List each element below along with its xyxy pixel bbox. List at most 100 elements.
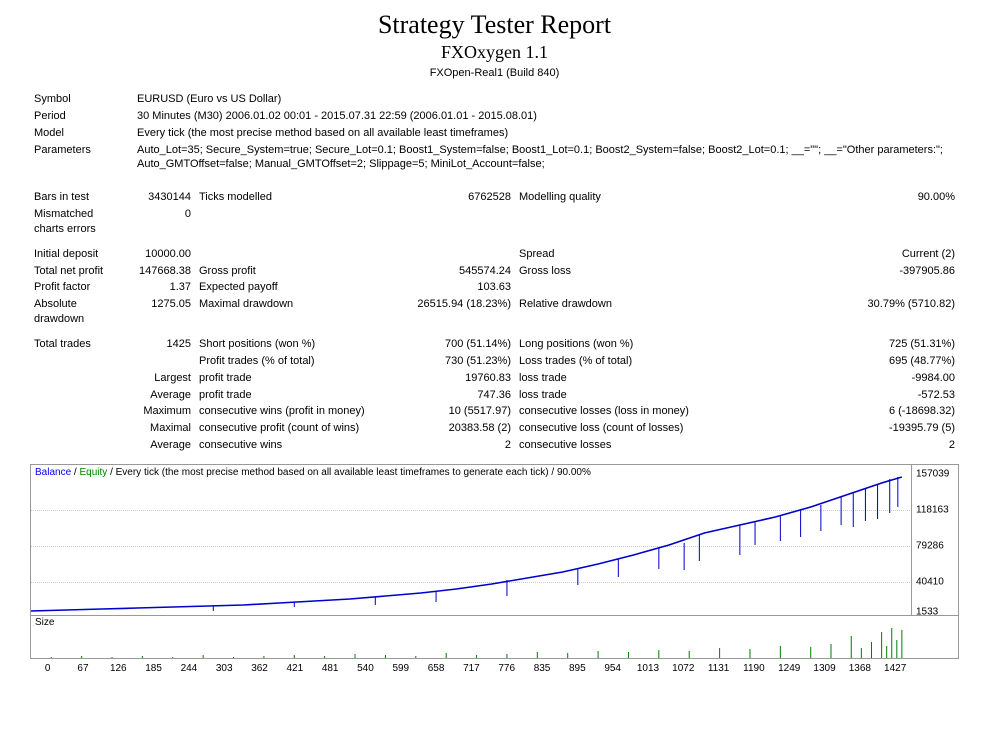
gross-loss-label: Gross loss — [515, 263, 715, 280]
legend-equity: Equity — [79, 467, 107, 478]
avg-profit: 747.36 — [375, 387, 515, 404]
gross-loss: -397905.86 — [715, 263, 959, 280]
x-tick-label: 1013 — [630, 663, 665, 674]
relative-dd: 30.79% (5710.82) — [715, 296, 959, 328]
loss-trades-label: Loss trades (% of total) — [515, 353, 715, 370]
avg-cons-wins: 2 — [375, 437, 515, 454]
expected-payoff: 103.63 — [375, 279, 515, 296]
max-cons-wins-label: consecutive wins (profit in money) — [195, 403, 375, 420]
maximal-label: Maximal — [125, 420, 195, 437]
chart-y-axis: 15703911816379286404101533 — [911, 465, 958, 615]
x-tick-label: 362 — [242, 663, 277, 674]
loss-trades: 695 (48.77%) — [715, 353, 959, 370]
x-tick-label: 0 — [30, 663, 65, 674]
largest-loss-label: loss trade — [515, 370, 715, 387]
long-pos: 725 (51.31%) — [715, 336, 959, 353]
short-pos: 700 (51.14%) — [375, 336, 515, 353]
max-cons-loss: -19395.79 (5) — [715, 420, 959, 437]
absolute-dd-label: Absolute drawdown — [30, 296, 125, 328]
maximal-dd-label: Maximal drawdown — [195, 296, 375, 328]
max-cons-profit-label: consecutive profit (count of wins) — [195, 420, 375, 437]
legend-tail: / Every tick (the most precise method ba… — [110, 467, 591, 478]
long-pos-label: Long positions (won %) — [515, 336, 715, 353]
maximum-label: Maximum — [125, 403, 195, 420]
avg-loss: -572.53 — [715, 387, 959, 404]
profit-trades: 730 (51.23%) — [375, 353, 515, 370]
x-tick-label: 1072 — [666, 663, 701, 674]
x-tick-label: 421 — [277, 663, 312, 674]
max-cons-losses: 6 (-18698.32) — [715, 403, 959, 420]
model-label: Model — [30, 125, 133, 142]
y-tick-label: 1533 — [916, 606, 938, 617]
avg-loss-label: loss trade — [515, 387, 715, 404]
parameters-label: Parameters — [30, 142, 133, 174]
x-tick-label: 303 — [207, 663, 242, 674]
largest-label: Largest — [125, 370, 195, 387]
mismatched-label: Mismatched charts errors — [30, 206, 125, 238]
largest-loss: -9984.00 — [715, 370, 959, 387]
y-tick-label: 118163 — [916, 504, 949, 515]
x-tick-label: 540 — [348, 663, 383, 674]
x-tick-label: 1190 — [736, 663, 771, 674]
chart-legend: Balance / Equity / Every tick (the most … — [35, 467, 591, 478]
maximal-dd: 26515.94 (18.23%) — [375, 296, 515, 328]
initial-deposit-label: Initial deposit — [30, 246, 125, 263]
relative-dd-label: Relative drawdown — [515, 296, 715, 328]
profit-trades-label: Profit trades (% of total) — [195, 353, 375, 370]
largest-profit-label: profit trade — [195, 370, 375, 387]
absolute-dd: 1275.05 — [125, 296, 195, 328]
spread: Current (2) — [715, 246, 959, 263]
modelling-quality-label: Modelling quality — [515, 189, 715, 206]
profit-factor-label: Profit factor — [30, 279, 125, 296]
avg-cons-losses-label: consecutive losses — [515, 437, 715, 454]
mismatched: 0 — [125, 206, 195, 238]
initial-deposit: 10000.00 — [125, 246, 195, 263]
max-cons-wins: 10 (5517.97) — [375, 403, 515, 420]
x-tick-label: 1131 — [701, 663, 736, 674]
x-tick-label: 717 — [454, 663, 489, 674]
equity-chart: Balance / Equity / Every tick (the most … — [30, 464, 959, 659]
model-value: Every tick (the most precise method base… — [133, 125, 959, 142]
avg-cons-wins-label: consecutive wins — [195, 437, 375, 454]
chart-x-axis: 0671261852443033624214815405996587177768… — [30, 659, 959, 674]
y-tick-label: 79286 — [916, 540, 944, 551]
period-value: 30 Minutes (M30) 2006.01.02 00:01 - 2015… — [133, 108, 959, 125]
total-trades-label: Total trades — [30, 336, 125, 353]
avg-profit-label: profit trade — [195, 387, 375, 404]
x-tick-label: 185 — [136, 663, 171, 674]
ticks-modelled: 6762528 — [375, 189, 515, 206]
x-tick-label: 954 — [595, 663, 630, 674]
total-net-profit-label: Total net profit — [30, 263, 125, 280]
expected-payoff-label: Expected payoff — [195, 279, 375, 296]
x-tick-label: 67 — [65, 663, 100, 674]
average-label: Average — [125, 387, 195, 404]
x-tick-label: 1368 — [842, 663, 877, 674]
x-tick-label: 658 — [418, 663, 453, 674]
report-build: FXOpen-Real1 (Build 840) — [30, 67, 959, 79]
gross-profit: 545574.24 — [375, 263, 515, 280]
x-tick-label: 1309 — [807, 663, 842, 674]
ticks-modelled-label: Ticks modelled — [195, 189, 375, 206]
avg-cons-label: Average — [125, 437, 195, 454]
x-tick-label: 244 — [171, 663, 206, 674]
legend-balance: Balance — [35, 467, 71, 478]
x-tick-label: 1249 — [772, 663, 807, 674]
modelling-quality: 90.00% — [715, 189, 959, 206]
x-tick-label: 126 — [101, 663, 136, 674]
parameters-value: Auto_Lot=35; Secure_System=true; Secure_… — [133, 142, 959, 174]
avg-cons-losses: 2 — [715, 437, 959, 454]
bars-in-test: 3430144 — [125, 189, 195, 206]
x-tick-label: 895 — [560, 663, 595, 674]
equity-curve — [31, 465, 912, 615]
symbol-label: Symbol — [30, 91, 133, 108]
max-cons-loss-label: consecutive loss (count of losses) — [515, 420, 715, 437]
total-net-profit: 147668.38 — [125, 263, 195, 280]
x-tick-label: 776 — [489, 663, 524, 674]
stats-table: Bars in test 3430144 Ticks modelled 6762… — [30, 181, 959, 454]
short-pos-label: Short positions (won %) — [195, 336, 375, 353]
max-cons-profit: 20383.58 (2) — [375, 420, 515, 437]
x-tick-label: 599 — [383, 663, 418, 674]
info-table: Symbol EURUSD (Euro vs US Dollar) Period… — [30, 91, 959, 173]
report-title: Strategy Tester Report — [30, 10, 959, 40]
spread-label: Spread — [515, 246, 715, 263]
